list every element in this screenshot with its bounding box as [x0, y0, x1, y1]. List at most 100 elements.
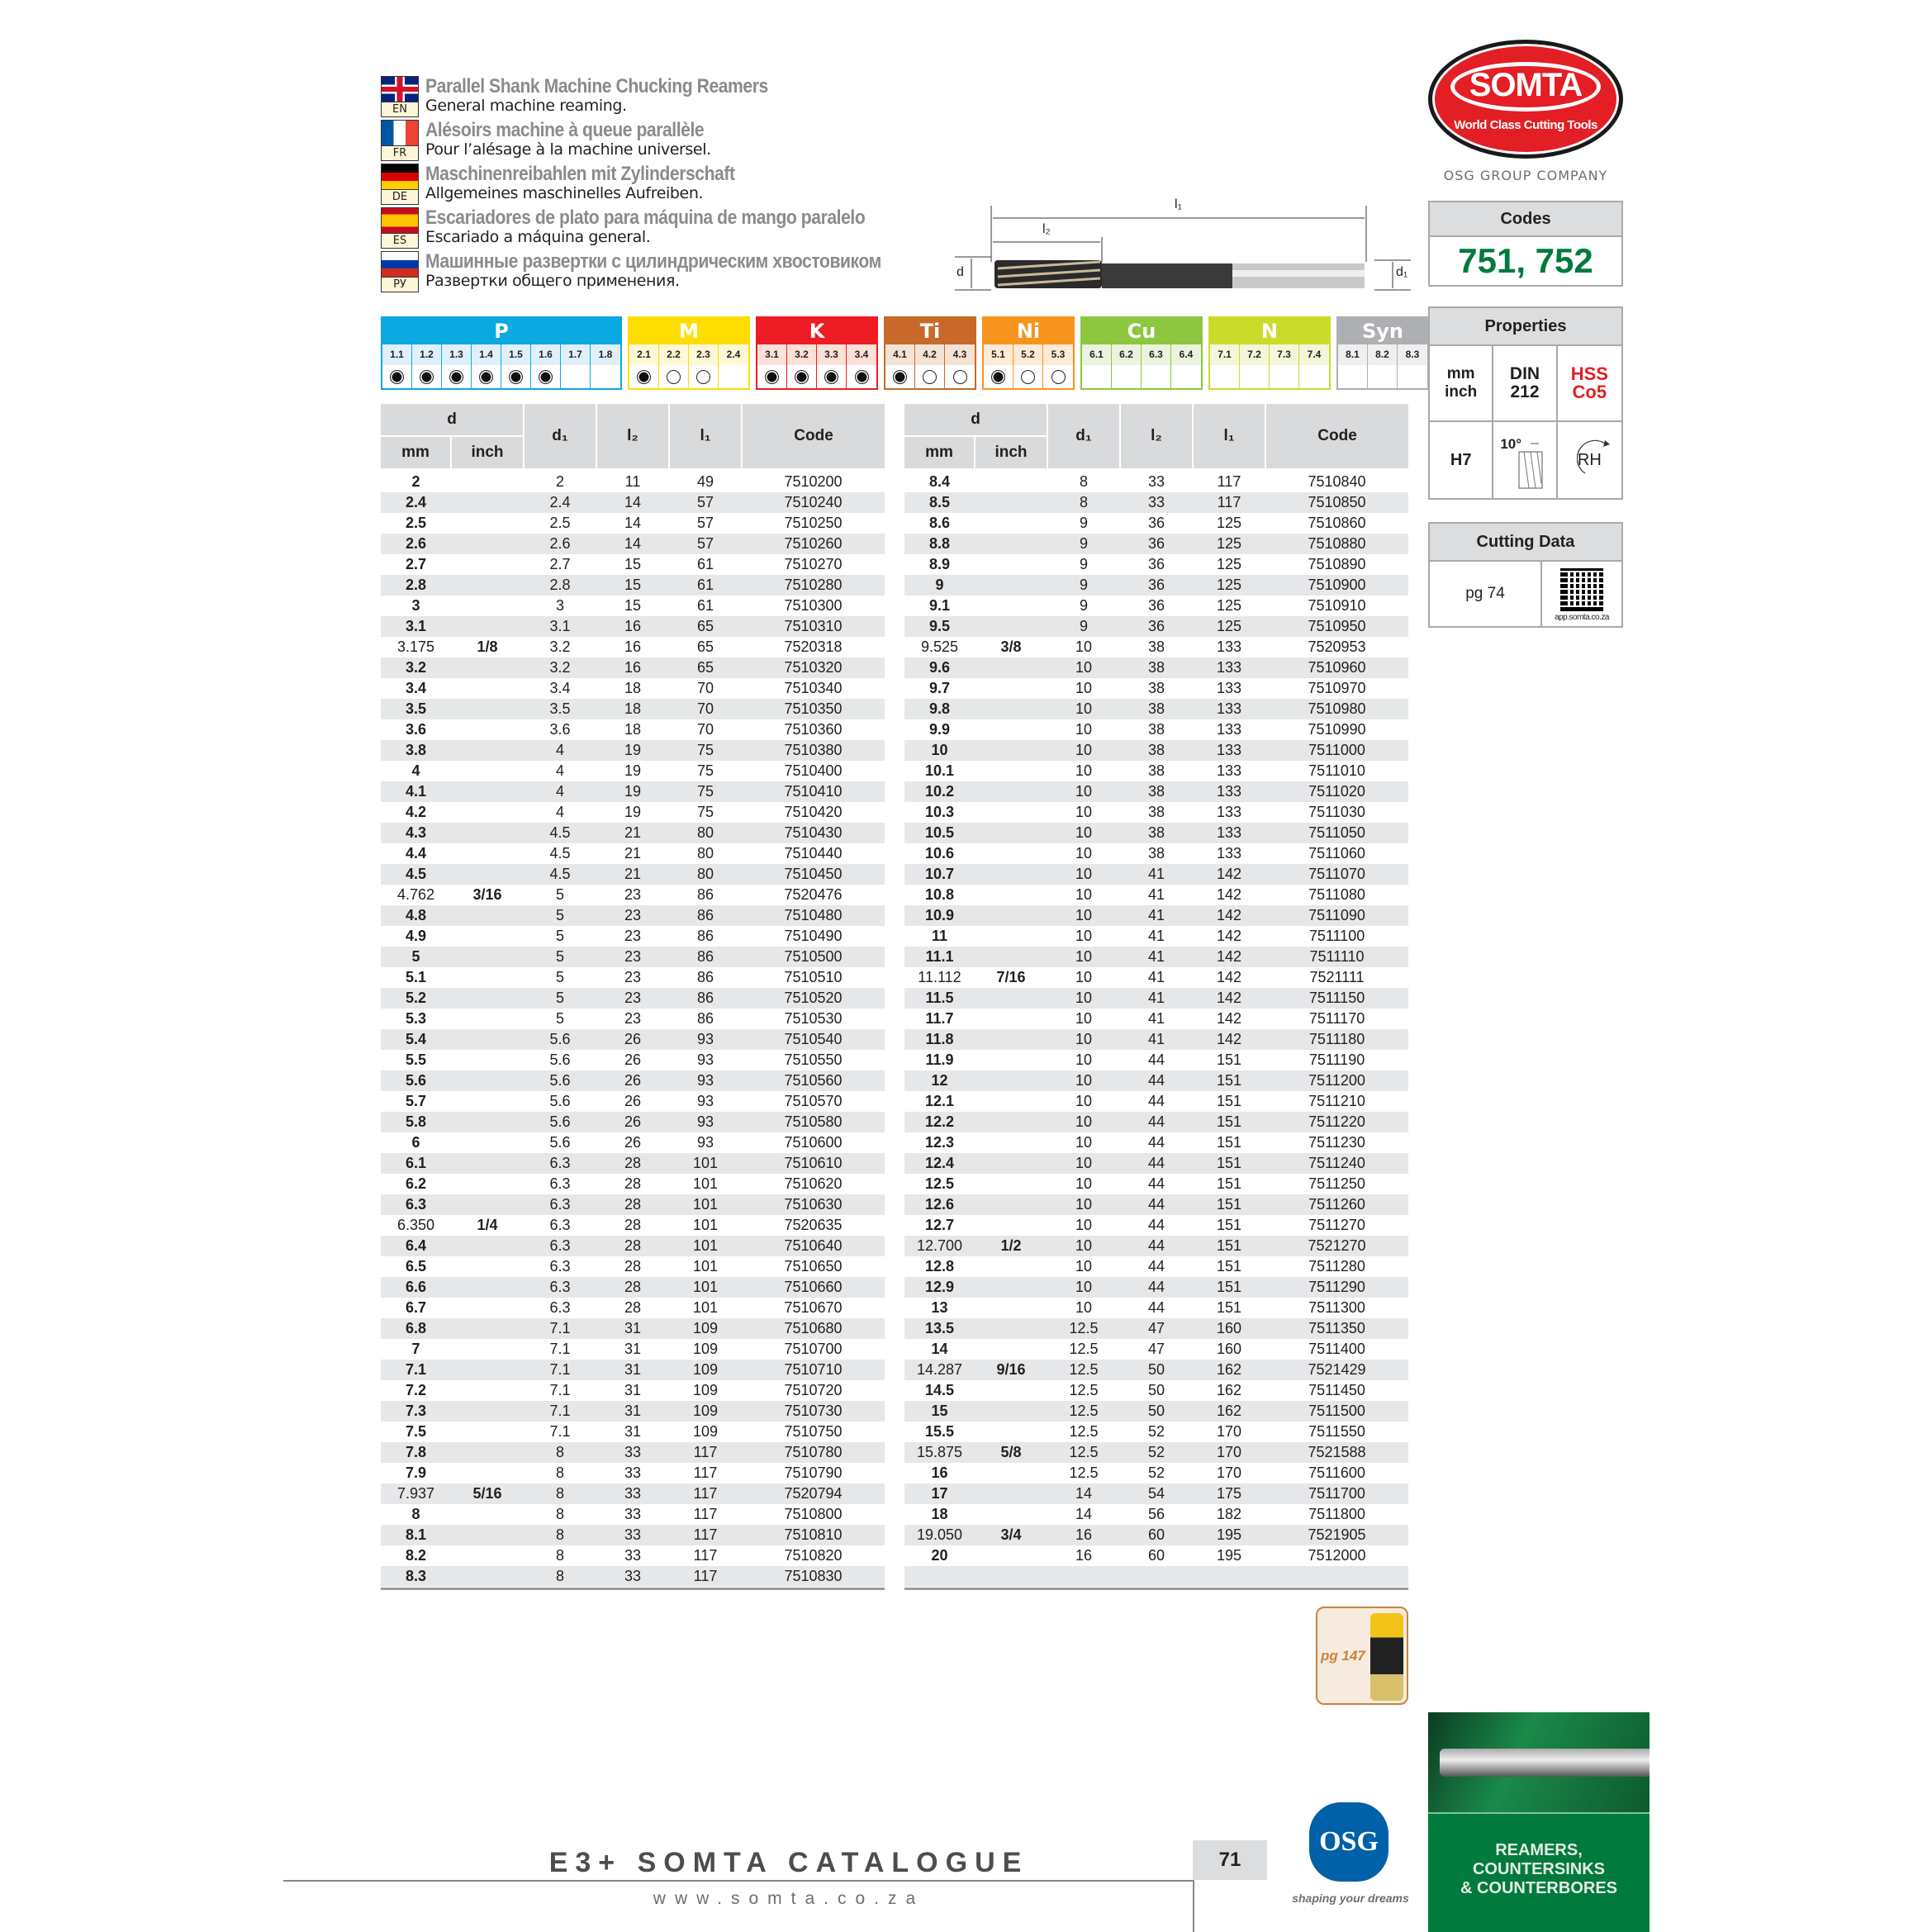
- l1-cell: 93: [669, 1112, 743, 1132]
- inch-cell: [451, 740, 525, 761]
- table-row: 18 14 56 182 7511800: [904, 1504, 1408, 1525]
- l1-cell: 70: [697, 680, 714, 696]
- l1-cell: 101: [692, 1175, 719, 1192]
- material-group-label: P: [382, 318, 620, 344]
- subgroup-number: 4.2: [923, 349, 937, 360]
- mm-cell: 13: [931, 1299, 948, 1316]
- table-row: 3.6 3.6 18 70 7510360: [381, 719, 885, 740]
- material-subgroup: 7.4: [1299, 344, 1329, 388]
- d1-cell: 12.5: [1047, 1360, 1121, 1380]
- mm-cell: 5.2: [381, 988, 451, 1009]
- inch-cell: [975, 1215, 1047, 1236]
- d1-cell: 5: [524, 947, 597, 967]
- l2-cell: 44: [1148, 1175, 1165, 1192]
- mm-cell: 8: [411, 1506, 420, 1522]
- mm-cell: 12.9: [904, 1277, 975, 1298]
- subgroup-number: 7.2: [1247, 349, 1261, 360]
- codes-box: Codes 751, 752: [1428, 201, 1623, 287]
- table-row: 16 12.5 52 170 7511600: [904, 1463, 1408, 1483]
- table-row: 8.4 8 33 117 7510840: [904, 472, 1408, 492]
- filled-circle-icon: [449, 369, 463, 384]
- d1-cell: 10: [1047, 1277, 1121, 1298]
- table-row: 5.1 5 23 86 7510510: [381, 967, 885, 988]
- mm-cell: 5.8: [381, 1112, 451, 1132]
- d1-cell: 8: [1080, 473, 1089, 490]
- d1-cell: 3.1: [524, 616, 597, 637]
- mm-cell: 3.5: [381, 699, 451, 719]
- d1-cell: 4.5: [524, 823, 597, 843]
- l2-cell: 19: [596, 740, 670, 761]
- d1-cell: 10: [1047, 657, 1121, 678]
- d1-cell: 10: [1075, 1258, 1093, 1275]
- subgroup-number: 3.3: [824, 349, 838, 360]
- mm-cell: 10.6: [924, 845, 955, 862]
- helix-angle-label: 10°: [1500, 436, 1522, 452]
- d1-cell: 10: [1047, 1070, 1121, 1091]
- material-subgroup: 4.3: [945, 344, 975, 388]
- d1-header: d₁: [523, 404, 597, 468]
- l2-cell: 23: [624, 1010, 642, 1027]
- code-cell: 7510600: [784, 1134, 843, 1151]
- rotation-property: RH: [1558, 422, 1621, 498]
- table-row: 12.9 10 44 151 7511290: [904, 1277, 1409, 1298]
- code-cell: 7510700: [784, 1341, 843, 1357]
- d1-cell: 3.2: [549, 638, 571, 655]
- l1-cell: 101: [692, 1299, 719, 1316]
- l2-cell: 36: [1148, 515, 1165, 531]
- d1-cell: 10: [1047, 823, 1121, 843]
- material-subgroup: 3.1: [757, 344, 787, 388]
- mm-cell: 7.9: [405, 1464, 427, 1481]
- qr-code[interactable]: app.somta.co.za: [1542, 562, 1621, 626]
- l1-cell: 142: [1193, 1029, 1266, 1050]
- l1-cell: 117: [693, 1506, 718, 1522]
- mm-cell: 3.8: [381, 740, 451, 761]
- table-row: 6.1 6.3 28 101 7510610: [381, 1153, 885, 1174]
- helix-angle-property: 10°: [1493, 422, 1558, 498]
- inch-cell: [975, 988, 1048, 1009]
- coolant-reference[interactable]: pg 147: [1316, 1607, 1408, 1705]
- mm-cell: 6.6: [381, 1277, 451, 1298]
- l2-cell: 44: [1120, 1236, 1194, 1256]
- table-row: 3 3 15 61 7510300: [381, 596, 885, 616]
- material-application-bar: P 1.1 1.2 1.3 1.4 1.5 1.6 1.7 1.8 M 2.1 2.2 2.3 2.4 K 3…: [381, 316, 1429, 390]
- mm-cell: 8.8: [904, 534, 975, 554]
- mm-cell: 2.8: [381, 575, 451, 596]
- subgroup-number: 1.2: [420, 349, 434, 360]
- code-cell: 7510560: [742, 1070, 885, 1091]
- code-cell: 7510640: [742, 1236, 885, 1256]
- code-cell: 7511170: [1308, 1010, 1365, 1027]
- l1-cell: 75: [669, 740, 743, 761]
- l1-cell: 65: [697, 638, 714, 655]
- l2-cell: 16: [624, 638, 642, 655]
- l2-cell: 21: [596, 823, 670, 843]
- mm-cell: 5.5: [405, 1051, 427, 1068]
- l2-cell: 15: [624, 597, 642, 614]
- qr-code-icon: [1560, 568, 1603, 611]
- mm-cell: 10.1: [924, 762, 955, 779]
- code-cell: 7521270: [1265, 1236, 1409, 1256]
- table-row: 7.3 7.1 31 109 7510730: [381, 1401, 885, 1422]
- website-link[interactable]: www.somta.co.za: [653, 1889, 925, 1908]
- table-row: 4.5 4.5 21 80 7510450: [381, 864, 885, 885]
- l2-cell: 31: [596, 1360, 670, 1380]
- d1-cell: 5: [556, 969, 565, 985]
- cutting-data-page-link[interactable]: pg 74: [1430, 562, 1542, 626]
- table-row: 11.8 10 41 142 7511180: [904, 1029, 1409, 1050]
- d1-cell: 3.2: [524, 657, 597, 678]
- l2-cell: 38: [1120, 657, 1194, 678]
- mm-cell: 12.5: [924, 1175, 955, 1192]
- l2-cell: 44: [1148, 1217, 1165, 1233]
- inch-cell: [975, 1422, 1047, 1442]
- code-cell: 7520794: [742, 1483, 885, 1504]
- d1-cell: 9: [1047, 575, 1121, 596]
- mm-cell: 10: [904, 740, 975, 761]
- d1-cell: 14: [1047, 1483, 1121, 1504]
- l1-cell: 142: [1193, 947, 1266, 967]
- d1-cell: 4: [556, 762, 565, 779]
- inch-cell: [451, 781, 525, 802]
- material-group-ni: Ni 5.1 5.2 5.3: [982, 316, 1075, 390]
- l1-cell: 125: [1193, 575, 1266, 596]
- d1-cell: 3.4: [549, 680, 571, 696]
- code-cell: 7510200: [784, 473, 843, 490]
- table-row: 4.1 4 19 75 7510410: [381, 781, 885, 802]
